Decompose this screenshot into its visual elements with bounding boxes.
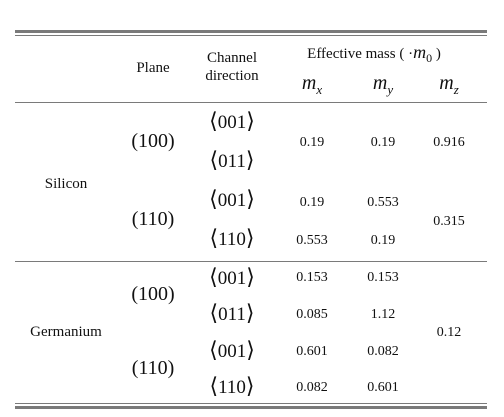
germanium-mz: 0.12 [436,325,462,340]
material-silicon: Silicon [44,176,88,192]
silicon-dir-001-b: ⟨001⟩ [209,186,255,211]
top-rule-thin [15,35,487,36]
header-my: my [372,72,394,97]
silicon-dir-011: ⟨011⟩ [209,147,255,172]
header-plane: Plane [136,60,170,76]
bottom-rule-thick [15,406,487,409]
header-mz: mz [439,72,459,97]
header-effective-mass: Effective mass ( ·m0 ) [307,42,441,65]
section-rule [15,261,487,262]
germanium-mx-001a: 0.153 [296,270,328,285]
germanium-dir-001-b: ⟨001⟩ [209,337,255,362]
germanium-plane-110: (110) [131,357,175,379]
header-rule [15,102,487,103]
silicon-mz-100: 0.916 [433,135,465,150]
silicon-mx-110-001: 0.19 [299,195,325,210]
silicon-mz-110: 0.315 [433,214,465,229]
bottom-rule-thin [15,403,487,404]
germanium-mx-110: 0.082 [296,380,328,395]
germanium-dir-001-a: ⟨001⟩ [209,264,255,289]
germanium-dir-110: ⟨110⟩ [209,373,255,398]
germanium-plane-100: (100) [131,283,175,305]
material-germanium: Germanium [30,324,102,340]
silicon-my-110-110: 0.19 [370,233,396,248]
silicon-dir-110: ⟨110⟩ [209,225,255,250]
header-direction: direction [205,68,259,84]
germanium-mx-011: 0.085 [296,307,328,322]
silicon-my-100: 0.19 [370,135,396,150]
header-mx: mx [301,72,323,97]
germanium-my-011: 1.12 [370,307,396,322]
germanium-mx-001b: 0.601 [296,344,328,359]
silicon-mx-100: 0.19 [299,135,325,150]
silicon-mx-110-110: 0.553 [296,233,328,248]
germanium-dir-011: ⟨011⟩ [209,300,255,325]
header-channel: Channel [207,50,257,66]
germanium-my-001a: 0.153 [367,270,399,285]
silicon-my-110-001: 0.553 [367,195,399,210]
germanium-my-001b: 0.082 [367,344,399,359]
silicon-dir-001-a: ⟨001⟩ [209,108,255,133]
germanium-my-110: 0.601 [367,380,399,395]
top-rule-thick [15,30,487,33]
silicon-plane-100: (100) [131,130,175,152]
silicon-plane-110: (110) [131,208,175,230]
